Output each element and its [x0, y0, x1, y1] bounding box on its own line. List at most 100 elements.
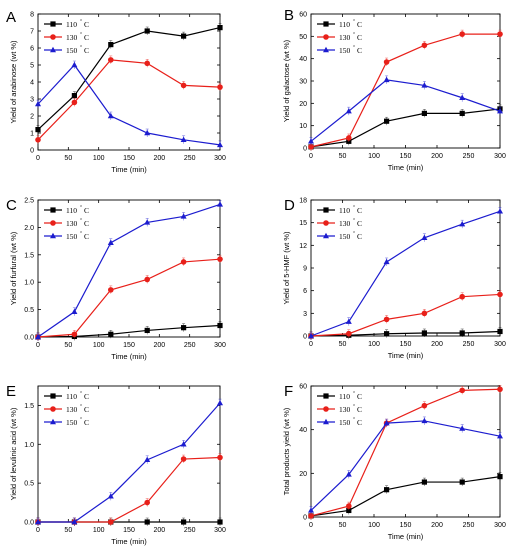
x-tick-label: 150: [400, 153, 412, 160]
x-tick-label: 250: [184, 527, 196, 534]
legend-entry: 110 ° C: [317, 20, 362, 29]
data-point-triangle: [421, 82, 428, 88]
legend-label: 130: [339, 219, 351, 228]
y-tick-label: 40: [299, 56, 307, 63]
legend-unit: C: [357, 392, 362, 401]
data-point-circle: [383, 59, 390, 65]
data-point-triangle: [497, 107, 503, 114]
data-point-square: [421, 330, 427, 336]
data-point-square: [108, 331, 114, 337]
data-point-circle: [346, 330, 352, 337]
x-tick-label: 150: [400, 522, 412, 529]
data-point-square: [144, 28, 150, 34]
series-line: [310, 388, 501, 517]
panel-e: E 0 50 100 150 200 250 300 0.0 0.5 1.0 1.5 Time (min…: [6, 383, 226, 546]
x-tick-label: 300: [214, 155, 226, 162]
legend-marker: [50, 232, 56, 239]
y-tick-label: 3: [303, 311, 307, 318]
legend-label: 150: [339, 232, 351, 241]
series-130: [308, 385, 503, 520]
data-point-circle: [497, 31, 503, 37]
legend-marker: [323, 406, 329, 412]
data-point-triangle: [308, 138, 314, 144]
x-tick-label: 300: [494, 341, 506, 348]
legend-marker: [50, 34, 56, 40]
series-line: [310, 79, 501, 142]
data-point-circle: [108, 519, 114, 525]
legend-label: 150: [66, 46, 78, 55]
legend-degree: °: [353, 33, 355, 38]
x-tick-label: 200: [153, 527, 165, 534]
legend-unit: C: [84, 33, 89, 42]
y-tick-label: 20: [299, 101, 307, 108]
data-point-triangle: [497, 433, 503, 439]
panel-letter: B: [284, 7, 294, 24]
y-tick-label: 6: [30, 46, 34, 53]
series-line: [37, 59, 221, 141]
y-tick-label: 6: [303, 288, 307, 295]
data-point-triangle: [71, 518, 78, 525]
data-point-square: [459, 110, 465, 116]
legend-degree: °: [80, 392, 82, 397]
series-150: [35, 398, 223, 526]
data-point-square: [421, 479, 427, 485]
legend-marker: [323, 34, 329, 40]
series-line: [38, 402, 221, 523]
y-tick-label: 50: [299, 34, 307, 41]
legend-degree: °: [353, 219, 355, 224]
legend-marker: [50, 220, 56, 226]
y-tick-label: 1.5: [24, 403, 34, 410]
legend-unit: C: [357, 405, 362, 414]
legend-label: 150: [339, 46, 351, 55]
legend-unit: C: [84, 20, 89, 29]
x-axis-label: Time (min): [111, 352, 147, 361]
y-tick-label: 0: [303, 515, 307, 522]
legend-label: 130: [66, 33, 78, 42]
legend-label: 130: [339, 405, 351, 414]
data-point-square: [217, 519, 223, 525]
x-axis-label: Time (min): [388, 163, 424, 172]
legend-entry: 110 ° C: [44, 20, 89, 29]
data-point-circle: [144, 499, 150, 506]
series-130: [35, 55, 223, 144]
x-tick-label: 0: [36, 342, 40, 349]
x-tick-label: 150: [123, 155, 135, 162]
legend-label: 110: [66, 392, 77, 401]
legend-entry: 150 ° C: [317, 232, 362, 241]
x-tick-label: 300: [214, 527, 226, 534]
y-axis-label: Yield of 5-HMF (wt %): [282, 231, 291, 305]
legend-degree: °: [353, 232, 355, 237]
panel-letter: C: [6, 197, 17, 214]
series-110: [308, 104, 503, 151]
x-axis-label: Time (min): [388, 532, 424, 541]
series-110: [35, 23, 223, 134]
data-point-square: [497, 328, 503, 335]
x-tick-label: 200: [431, 153, 443, 160]
data-point-circle: [308, 513, 314, 519]
legend-degree: °: [80, 219, 82, 224]
y-tick-label: 1: [30, 131, 34, 138]
x-tick-label: 100: [93, 342, 105, 349]
y-tick-label: 5: [30, 63, 34, 70]
legend-unit: C: [357, 232, 362, 241]
data-point-square: [459, 330, 465, 336]
y-tick-label: 0.5: [24, 481, 34, 488]
legend-label: 110: [66, 206, 77, 215]
series-line: [310, 476, 501, 517]
series-line: [37, 27, 221, 131]
data-point-triangle: [71, 61, 78, 68]
legend-degree: °: [80, 418, 82, 423]
y-axis-label: Yield of galactose (wt %): [282, 39, 291, 122]
data-point-triangle: [383, 76, 390, 83]
data-point-square: [144, 519, 150, 525]
y-axis-label: Yield of levulinic acid (wt %): [9, 407, 18, 500]
series-line: [310, 210, 501, 337]
data-point-square: [181, 325, 187, 331]
y-tick-label: 8: [30, 12, 34, 19]
series-130: [308, 29, 503, 151]
x-tick-label: 200: [431, 341, 443, 348]
legend-degree: °: [353, 405, 355, 410]
x-tick-label: 50: [64, 342, 72, 349]
series-150: [35, 60, 223, 149]
